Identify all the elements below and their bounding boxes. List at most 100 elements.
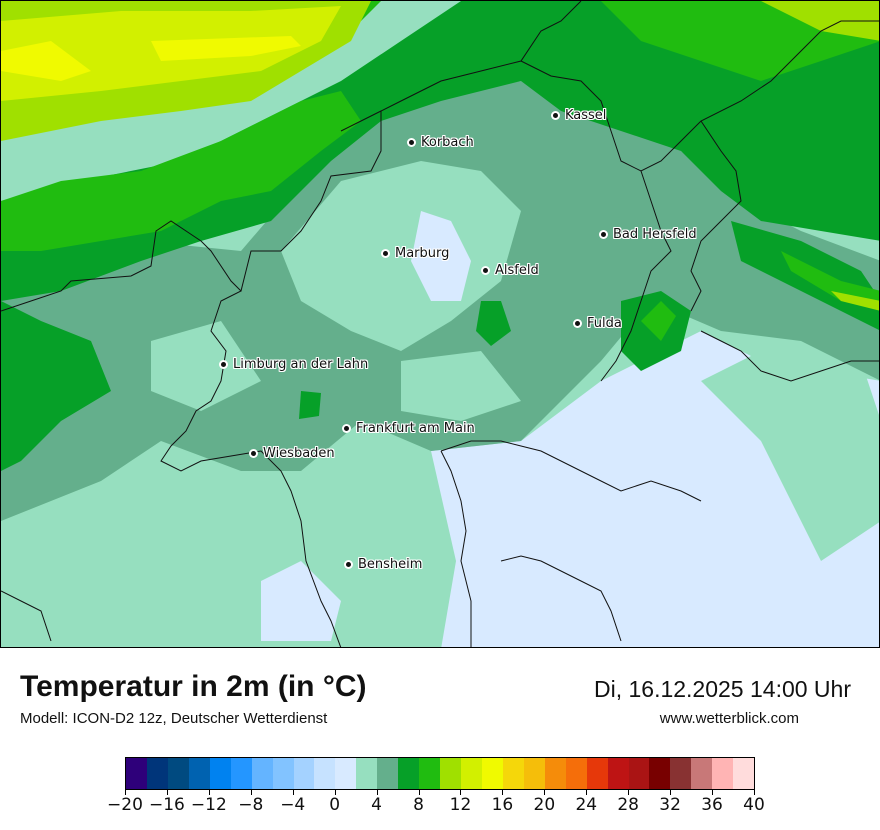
colorbar-tick [166,790,168,795]
colorbar-segment [649,758,671,789]
city-marker-wiesbaden: Wiesbaden [251,446,335,461]
city-dot-icon [601,232,606,237]
city-label: Limburg an der Lahn [233,357,369,372]
city-dot-icon [553,113,558,118]
city-marker-marburg: Marburg [383,246,449,261]
colorbar-segment [544,758,566,789]
city-label: Korbach [421,135,474,150]
city-label: Kassel [565,108,607,123]
colorbar-tick [628,790,630,795]
colorbar-tick-label: 36 [701,795,723,815]
colorbar-segment [440,758,461,789]
city-label: Bensheim [358,557,423,572]
temperature-map: Kassel Korbach Bad Hersfeld Marburg Alsf… [0,0,880,648]
city-dot-icon [383,251,388,256]
colorbar-tick [670,790,672,795]
website-url: www.wetterblick.com [659,710,799,727]
colorbar-tick-label: 32 [659,795,681,815]
forecast-datetime: Di, 16.12.2025 14:00 Uhr [593,676,851,702]
colorbar-segment [419,758,441,789]
city-marker-alsfeld: Alsfeld [483,263,539,278]
colorbar-tick [208,790,210,795]
colorbar-segment [712,758,734,789]
colorbar-tick [754,790,755,795]
temperature-field [1,1,879,647]
colorbar-tick-label: 16 [491,795,514,815]
chart-title: Temperatur in 2m (in °C) [20,670,367,703]
colorbar-tick-label: −8 [238,795,264,815]
colorbar-segment [356,758,378,789]
city-label: Marburg [395,246,450,261]
colorbar-tick [586,790,588,795]
city-label: Fulda [587,316,622,331]
model-source: Modell: ICON-D2 12z, Deutscher Wetterdie… [20,710,328,727]
colorbar-segment [670,758,692,789]
city-label: Alsfeld [495,263,539,278]
colorbar-tick-label: −12 [190,795,227,815]
colorbar-tick-label: 20 [533,795,556,815]
city-dot-icon [251,451,256,456]
colorbar-tick-label: 28 [617,795,640,815]
colorbar-segment [335,758,357,789]
colorbar-tick-label: 4 [371,795,383,815]
colorbar-tick-label: 12 [449,795,472,815]
colorbar-tick [418,790,420,795]
colorbar-segment [481,758,503,789]
city-marker-korbach: Korbach [409,135,474,150]
city-marker-kassel: Kassel [553,108,606,123]
colorbar-tick [250,790,252,795]
colorbar-segment [586,758,608,789]
city-label: Frankfurt am Main [356,421,475,436]
colorbar-tick [125,790,126,795]
colorbar-segment [251,758,273,789]
colorbar-tick [502,790,504,795]
city-marker-frankfurt: Frankfurt am Main [344,421,475,436]
city-dot-icon [483,268,488,273]
colorbar-tick [460,790,462,795]
colorbar-tick-label: −4 [280,795,306,815]
city-marker-bad-hersfeld: Bad Hersfeld [601,227,697,242]
colorbar-tick-label: 8 [413,795,424,815]
city-dot-icon [575,321,580,326]
colorbar-tick-label: 40 [743,795,765,815]
colorbar-segment [293,758,315,789]
city-marker-bensheim: Bensheim [346,557,422,572]
city-label: Wiesbaden [263,446,335,461]
colorbar-ticks: −20 −16 −12 −8 −4 0 4 8 12 16 20 24 28 32 36 40 [107,790,765,820]
colorbar-tick [544,790,546,795]
colorbar-segment [188,758,210,789]
city-label: Bad Hersfeld [613,227,697,242]
colorbar-segment [230,758,252,789]
colorbar-segment [314,758,336,789]
colorbar-segment [146,758,168,789]
colorbar-segment [502,758,524,789]
colorbar-segment [272,758,294,789]
city-dot-icon [344,426,349,431]
colorbar-tick [712,790,714,795]
colorbar-segment [167,758,189,789]
colorbar-tick-label: −20 [107,795,143,815]
colorbar-segment [607,758,629,789]
city-dot-icon [346,562,351,567]
colorbar-segment [691,758,713,789]
colorbar-segment [398,758,420,789]
colorbar-tick-label: 24 [575,795,598,815]
colorbar-tick [334,790,336,795]
colorbar-tick-label: 0 [329,795,341,815]
colorbar-tick [292,790,294,795]
colorbar-segment [565,758,587,789]
city-dot-icon [221,362,226,367]
colorbar-segment [461,758,482,789]
colorbar-segment [126,758,147,789]
colorbar-tick-label: −16 [148,795,185,815]
city-marker-limburg: Limburg an der Lahn [221,357,368,372]
colorbar-tick [376,790,378,795]
colorbar-segment [377,758,399,789]
colorbar [125,757,755,790]
colorbar-segment [523,758,545,789]
colorbar-segment [628,758,650,789]
colorbar-segment [733,758,755,789]
city-marker-fulda: Fulda [575,316,622,331]
colorbar-segment [209,758,231,789]
city-dot-icon [409,140,414,145]
